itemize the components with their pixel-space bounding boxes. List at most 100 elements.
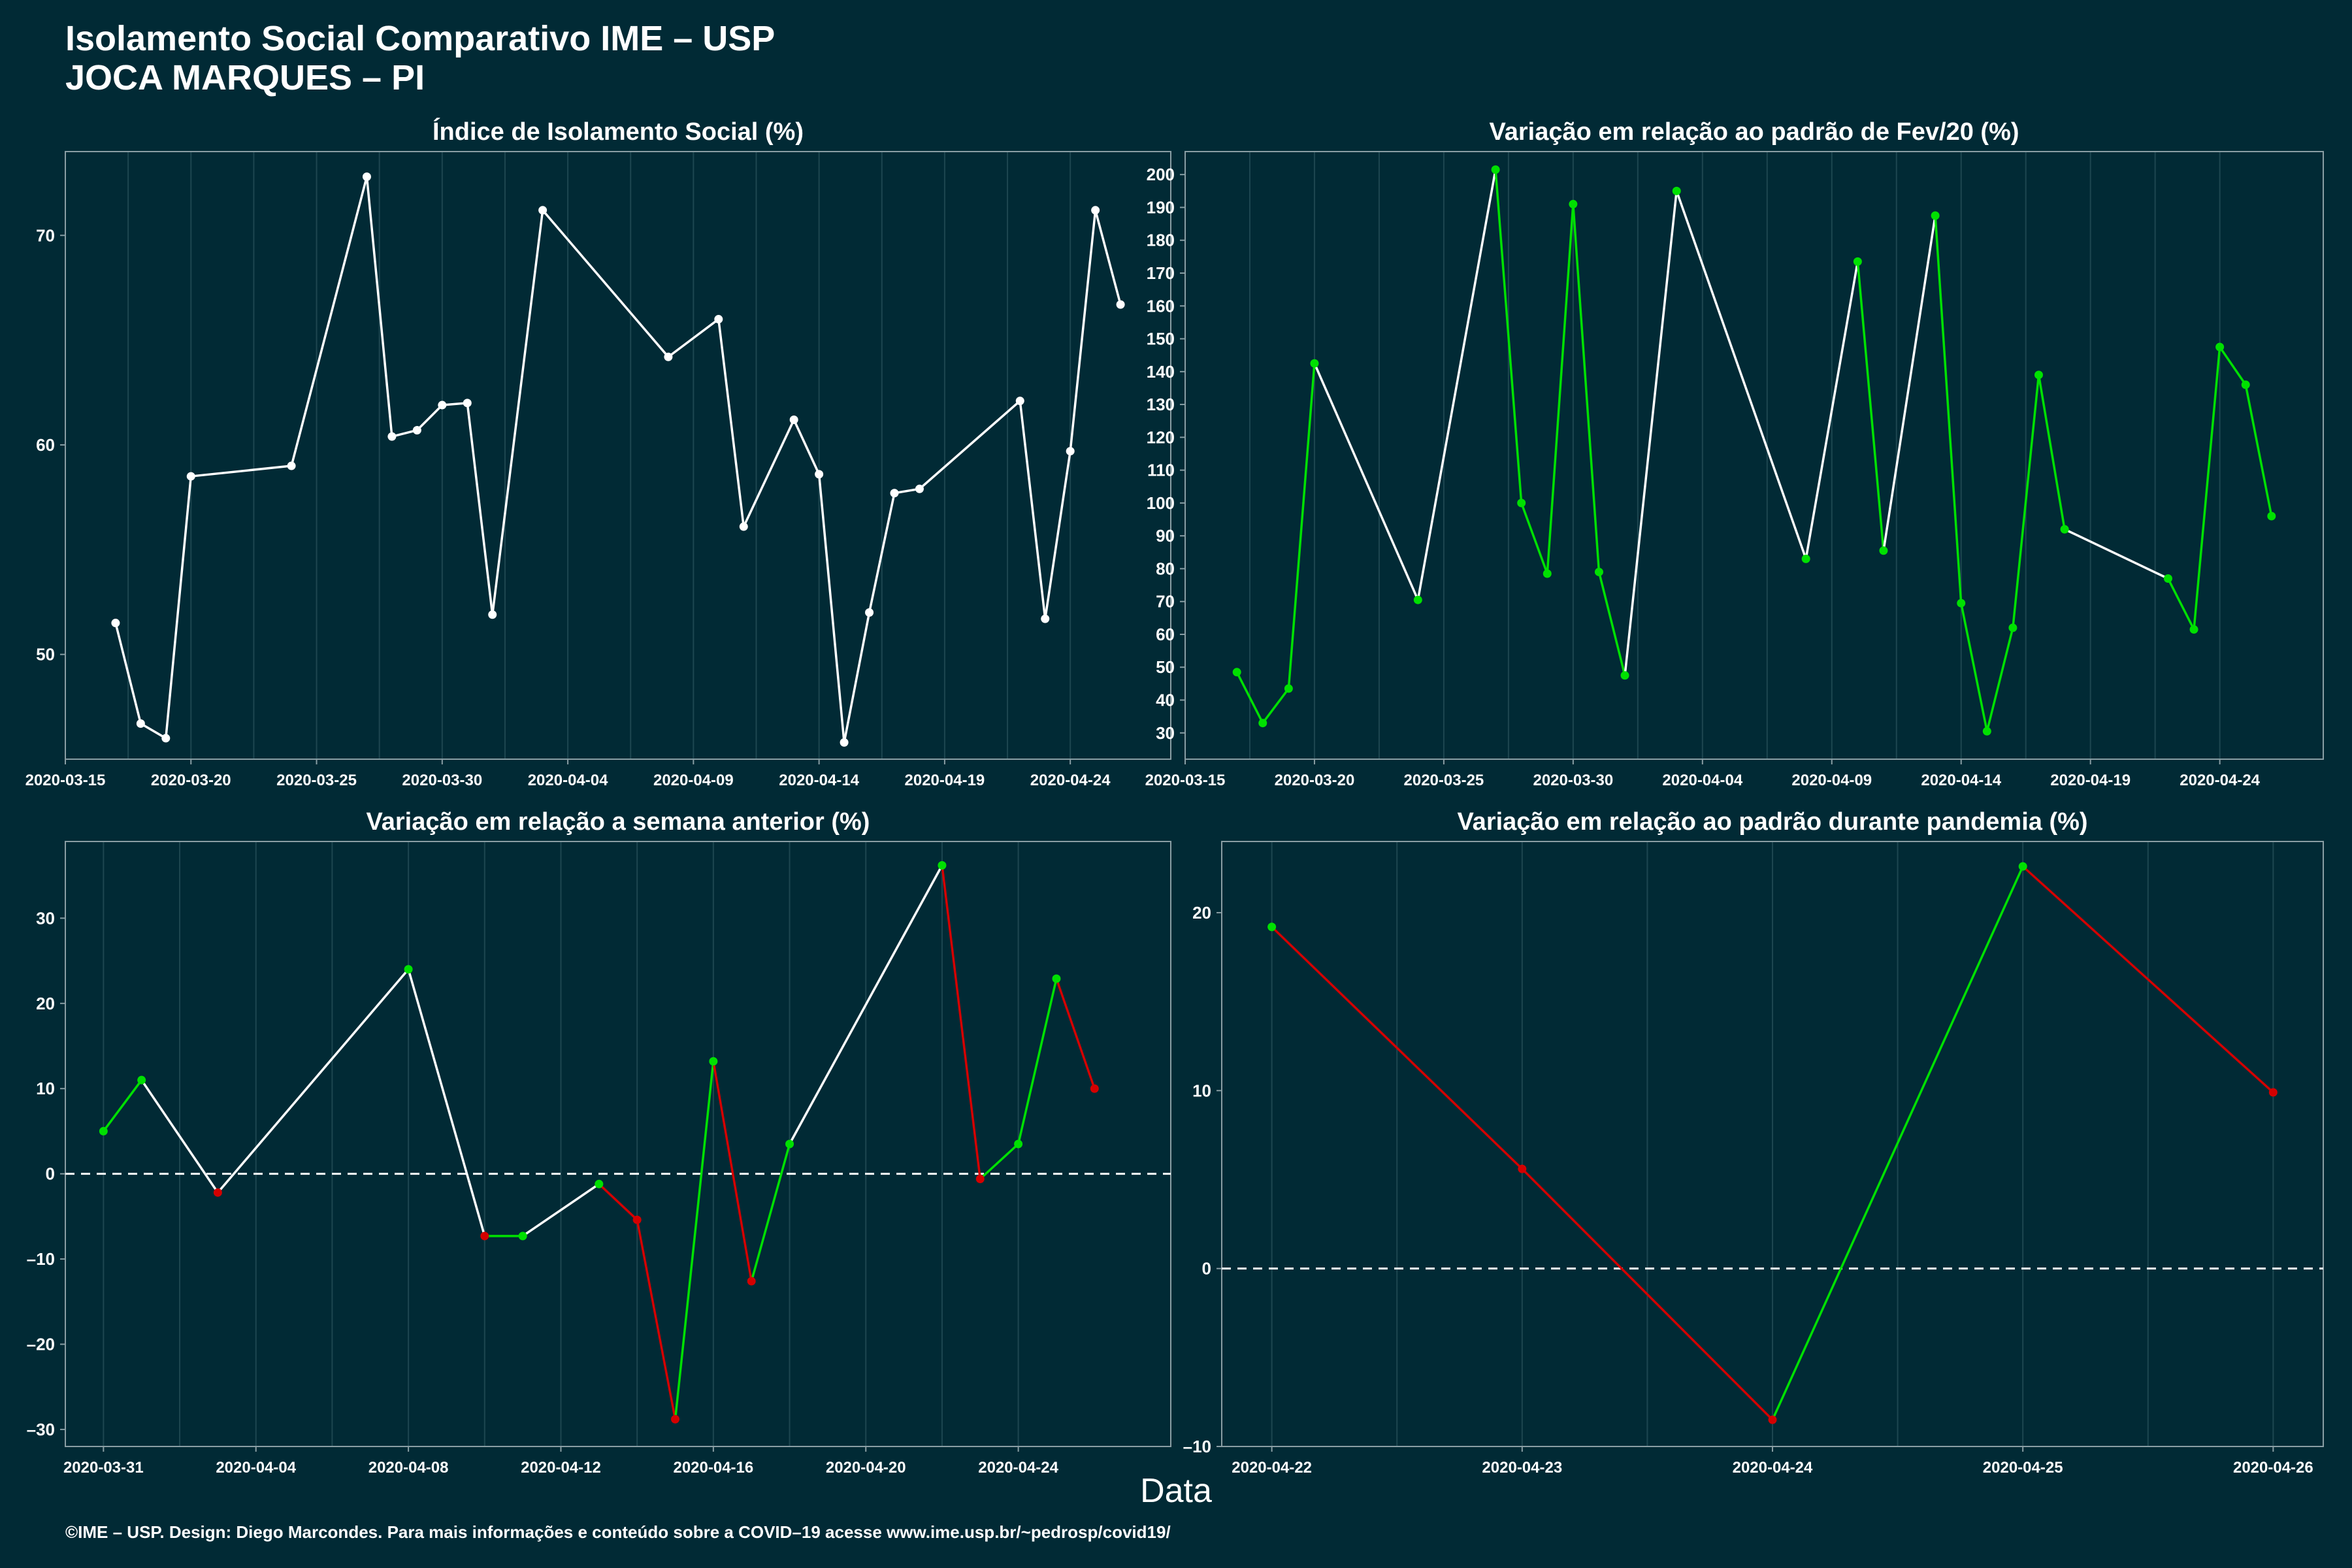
y-tick-label: 190 [1147,197,1175,217]
series-segment [1856,261,1885,551]
data-point [111,619,120,628]
data-point [890,489,899,498]
data-point [1267,923,1277,932]
series-segment [391,429,417,438]
series-segment [2193,346,2221,630]
data-point [2189,625,2198,634]
data-point [1518,1164,1527,1173]
x-tick-label: 2020-03-25 [276,772,357,789]
data-point [1091,206,1100,215]
data-point [714,315,723,324]
data-point [1258,719,1267,728]
x-tick-label: 2020-04-24 [1733,1459,1813,1477]
series-segment [1043,451,1071,619]
series-segment [1572,204,1601,572]
series-segment [140,1079,219,1194]
y-tick-label: 60 [36,435,55,455]
y-tick-label: –30 [27,1420,55,1439]
series-segment [1805,261,1859,559]
series-segment [919,400,1021,490]
series-segment [636,1219,677,1420]
data-point [1066,447,1075,456]
data-point [865,608,874,617]
y-tick-label: 20 [1192,903,1211,923]
x-tick-label: 2020-03-15 [25,772,106,789]
series-segment [2022,865,2274,1094]
series-segment [1771,866,2024,1420]
series-segment [1985,627,2014,732]
chart-weekly_variation: Variação em relação a semana anterior (%… [27,808,1171,1477]
series-segment [674,1061,715,1420]
series-segment [466,402,494,615]
data-point [136,719,145,728]
data-point [1594,567,1603,576]
x-tick-label: 2020-04-24 [2180,772,2260,789]
y-tick-label: 90 [1156,526,1175,546]
y-tick-label: 150 [1147,329,1175,349]
data-point [915,484,924,493]
data-point [747,1277,756,1286]
x-axis-label: Data [1140,1472,1212,1510]
data-point [1310,359,1319,368]
series-segment [1055,978,1096,1089]
data-point [186,472,195,481]
x-tick-label: 2020-03-20 [151,772,231,789]
chart-title: Variação em relação ao padrão durante pa… [1457,808,2087,836]
series-segment [789,864,943,1145]
series-segment [140,722,167,740]
series-segment [1235,671,1264,724]
y-tick-label: 50 [36,645,55,664]
series-segment [2219,346,2247,385]
y-tick-label: 70 [1156,592,1175,612]
chart-pandemic_variation: Variação em relação ao padrão durante pa… [1183,808,2324,1477]
data-point [488,610,497,619]
data-point [1853,257,1862,266]
x-tick-label: 2020-04-20 [826,1459,906,1477]
y-tick-label: 30 [1156,723,1175,743]
x-tick-label: 2020-04-04 [528,772,608,789]
x-tick-label: 2020-04-16 [673,1459,753,1477]
data-point [161,734,171,743]
y-tick-label: 200 [1147,165,1175,184]
series-segment [491,210,544,615]
data-point [1052,974,1061,983]
page-subtitle: JOCA MARQUES – PI [65,58,425,97]
series-segment [1624,191,1678,676]
data-point [1491,165,1500,174]
data-point [2034,370,2043,380]
data-point [362,172,371,181]
data-point [2215,342,2225,351]
series-segment [114,623,142,724]
x-tick-label: 2020-04-22 [1232,1459,1312,1477]
y-tick-label: 60 [1156,625,1175,644]
x-tick-label: 2020-03-25 [1404,772,1484,789]
y-tick-label: 20 [36,994,55,1013]
series-segment [217,968,410,1194]
page-title: Isolamento Social Comparativo IME – USP [65,19,776,58]
chart-title: Variação em relação ao padrão de Fev/20 … [1489,118,2019,146]
series-segment [542,209,670,358]
chart-feb_variation: Variação em relação ao padrão de Fev/20 … [1145,118,2324,789]
data-point [1041,614,1050,623]
data-point [480,1232,489,1241]
series-segment [941,865,982,1179]
series-segment [290,176,368,466]
data-point [2241,380,2250,389]
data-point [463,399,472,408]
x-tick-label: 2020-04-24 [978,1459,1058,1477]
series-segment [792,419,821,475]
series-segment [1271,926,1524,1170]
series-segment [416,404,444,431]
data-point [538,206,547,215]
data-point [975,1174,985,1183]
y-tick-label: 140 [1147,362,1175,382]
data-point [595,1179,604,1188]
data-point [518,1232,527,1241]
x-tick-label: 2020-03-30 [1533,772,1613,789]
x-tick-label: 2020-04-19 [2050,772,2131,789]
data-point [1569,199,1578,208]
x-tick-label: 2020-04-04 [1662,772,1742,789]
series-segment [1960,602,1989,732]
